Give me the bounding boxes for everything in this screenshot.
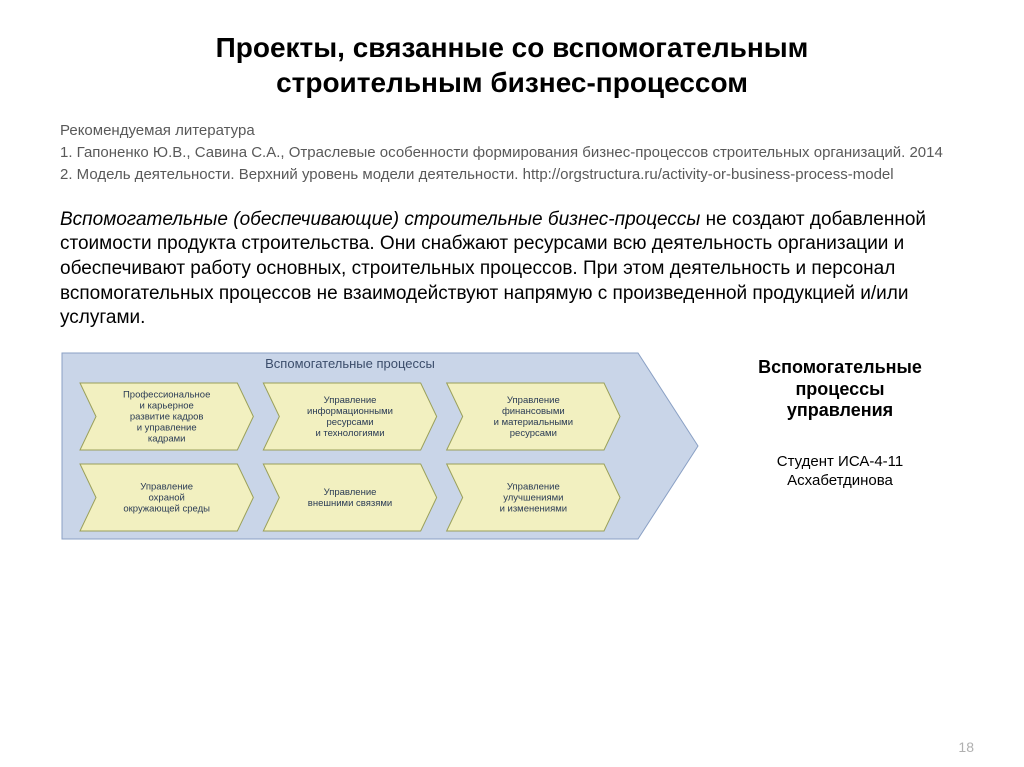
body-italic-lead: Вспомогательные (обеспечивающие) строите… bbox=[60, 209, 700, 230]
svg-text:Управлениеулучшениямии изменен: Управлениеулучшениямии изменениями bbox=[500, 482, 568, 515]
diagram-container: Вспомогательные процессыПрофессиональное… bbox=[60, 351, 700, 546]
side-title-l2: процессы bbox=[795, 379, 884, 399]
literature-heading: Рекомендуемая литература bbox=[60, 122, 964, 139]
side-title: Вспомогательные процессы управления bbox=[716, 357, 964, 422]
svg-text:Вспомогательные процессы: Вспомогательные процессы bbox=[265, 356, 435, 371]
page-title: Проекты, связанные со вспомогательным ст… bbox=[60, 30, 964, 100]
title-line-1: Проекты, связанные со вспомогательным bbox=[216, 32, 809, 63]
literature-block: Рекомендуемая литература 1. Гапоненко Ю.… bbox=[60, 122, 964, 186]
body-paragraph: Вспомогательные (обеспечивающие) строите… bbox=[60, 208, 964, 331]
student-credit: Студент ИСА-4-11 Асхабетдинова bbox=[716, 452, 964, 491]
student-l2: Асхабетдинова bbox=[787, 472, 893, 489]
literature-item-1: 1. Гапоненко Ю.В., Савина С.А., Отраслев… bbox=[60, 143, 964, 163]
page-number: 18 bbox=[958, 739, 974, 755]
side-column: Вспомогательные процессы управления Студ… bbox=[716, 351, 964, 491]
student-l1: Студент ИСА-4-11 bbox=[777, 453, 903, 470]
side-title-l3: управления bbox=[787, 400, 893, 420]
title-line-2: строительным бизнес-процессом bbox=[276, 67, 748, 98]
literature-item-2: 2. Модель деятельности. Верхний уровень … bbox=[60, 165, 964, 185]
side-title-l1: Вспомогательные bbox=[758, 357, 922, 377]
